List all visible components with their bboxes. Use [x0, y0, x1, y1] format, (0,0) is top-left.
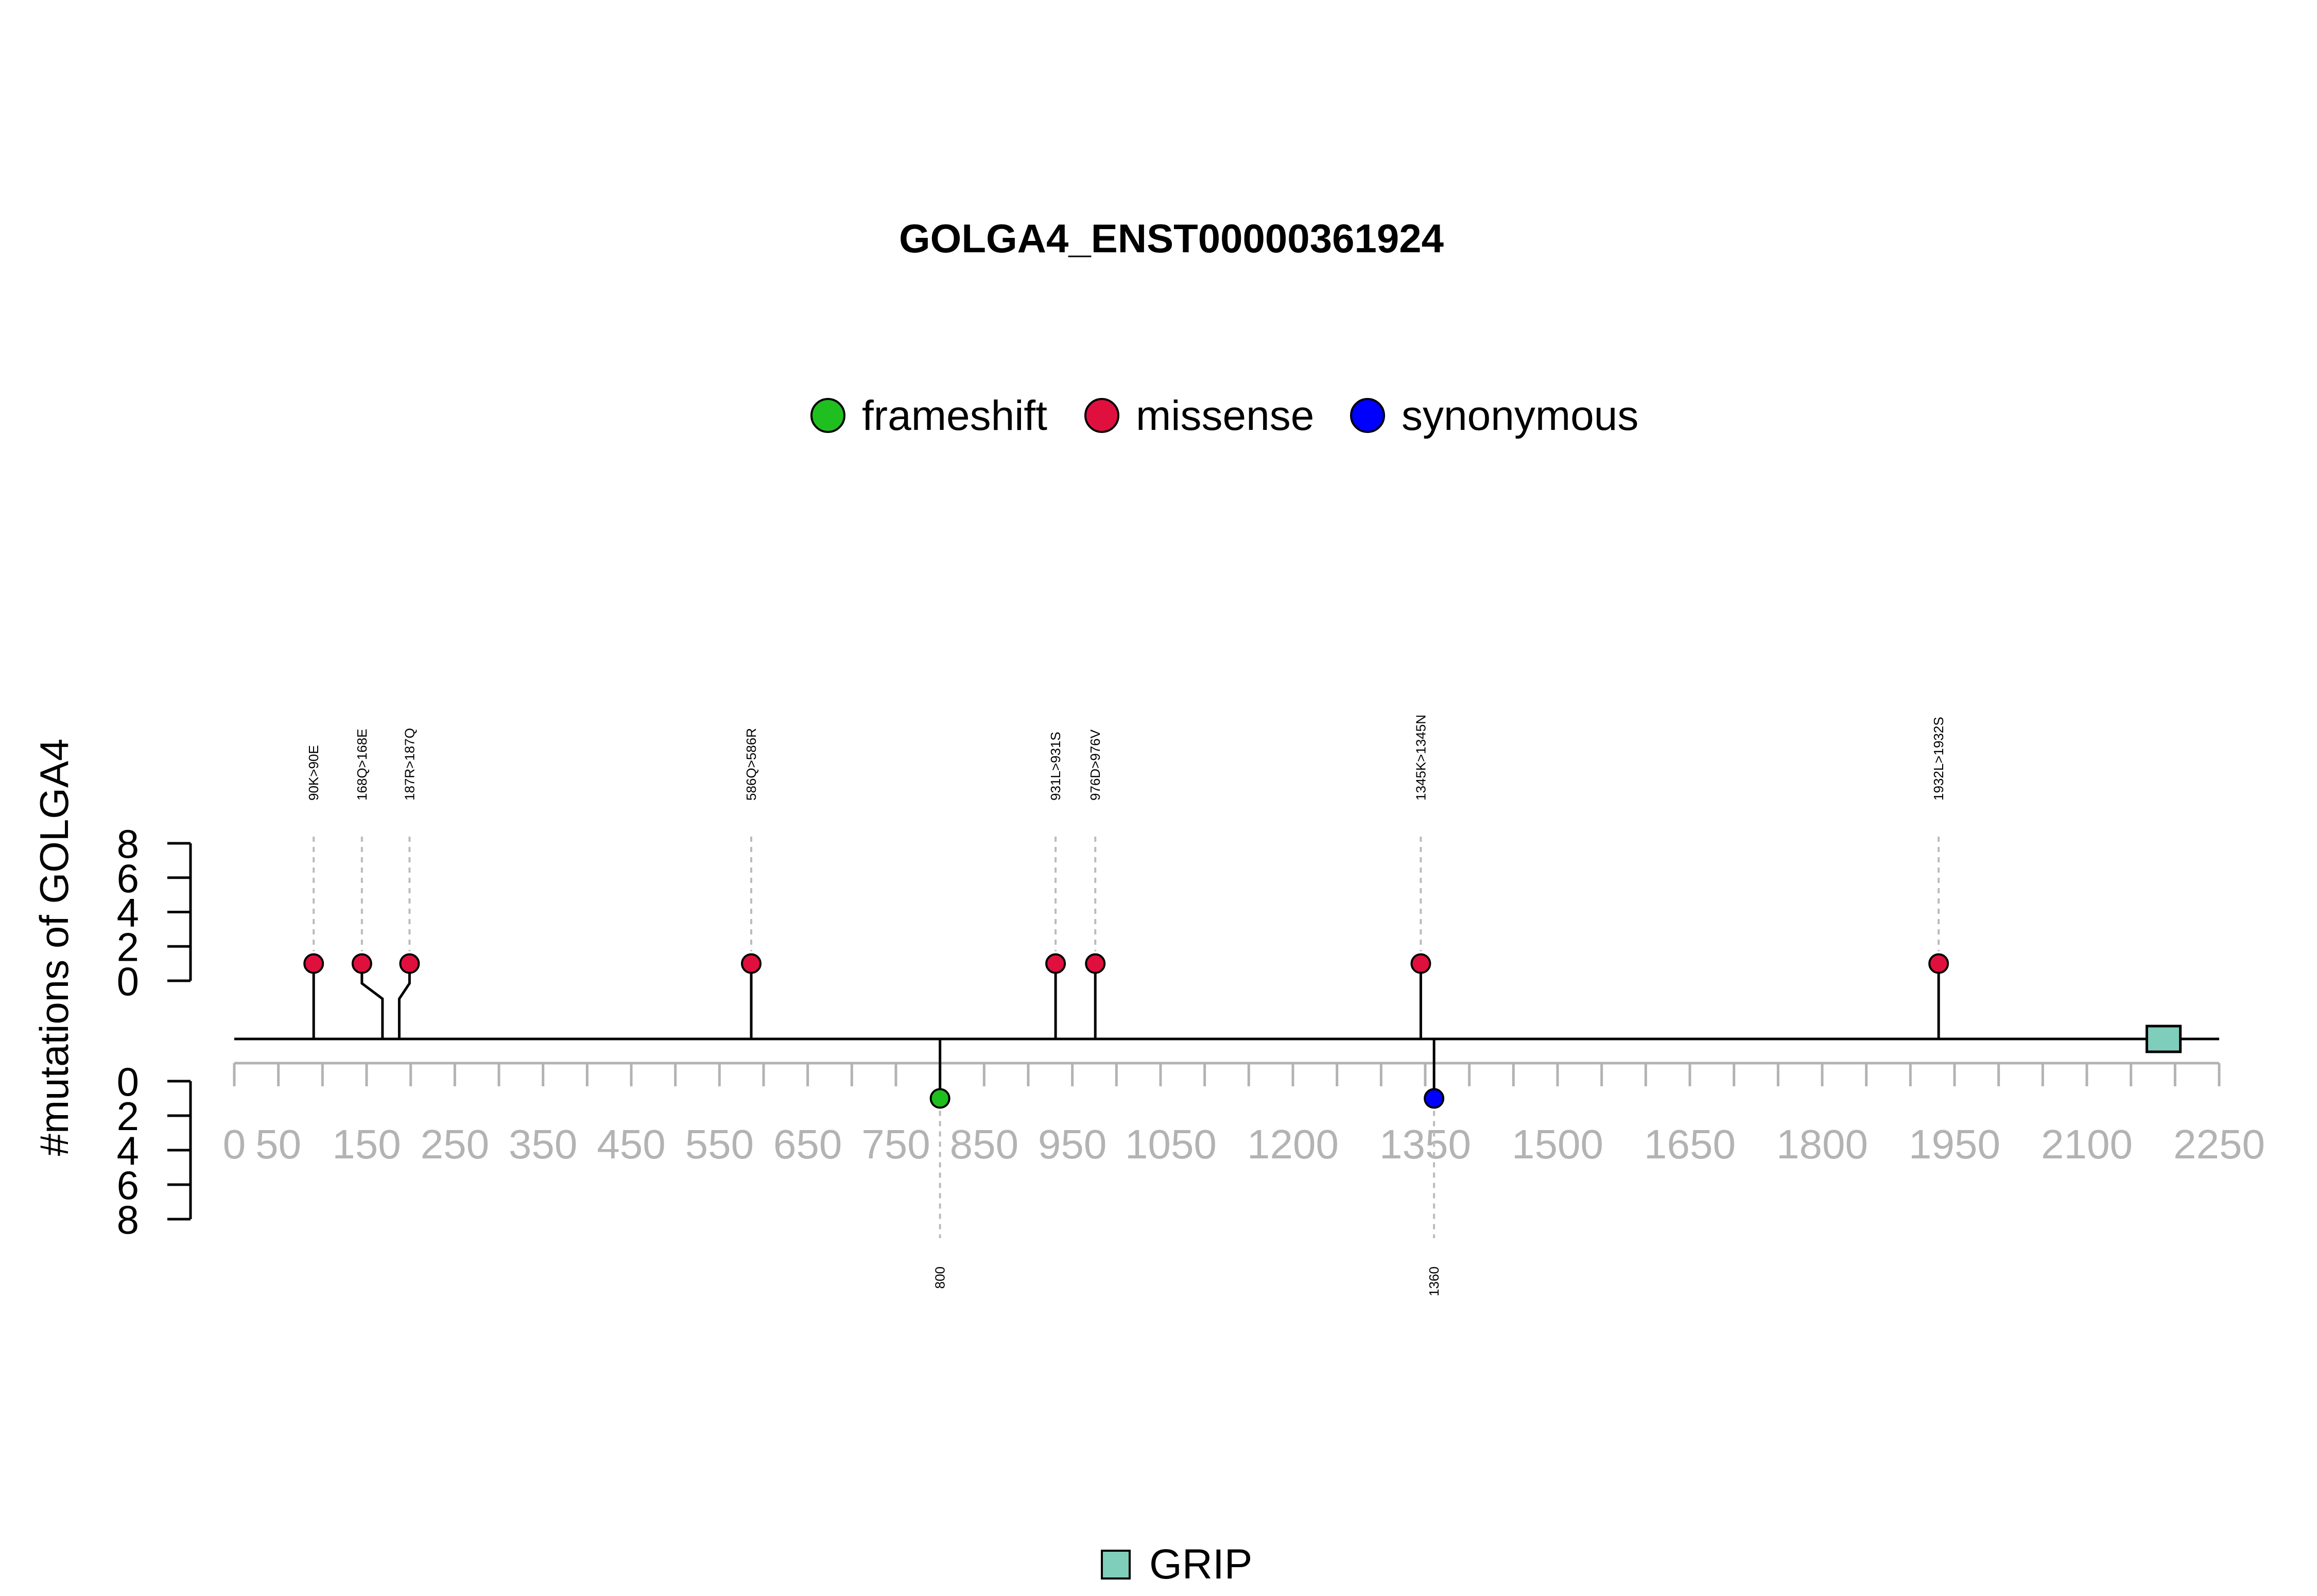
- mutation-label: 586Q>586R: [743, 728, 759, 801]
- lollipop-head-frameshift: [929, 1088, 950, 1109]
- x-tick-label: 550: [685, 1121, 754, 1167]
- x-tick-label: 250: [421, 1121, 489, 1167]
- mutation-label: 976D>976V: [1087, 729, 1103, 801]
- lollipop-head-synonymous: [1424, 1088, 1445, 1109]
- mutation-label: 1932L>1932S: [1931, 717, 1946, 801]
- x-tick-label: 2250: [2173, 1121, 2265, 1167]
- y-tick-label-bottom: 0: [117, 1059, 139, 1104]
- mutation-1360: 1360: [1424, 1039, 1445, 1296]
- y-tick-label-bottom: 8: [117, 1197, 139, 1242]
- x-tick-label: 650: [773, 1121, 842, 1167]
- x-tick-label: 50: [255, 1121, 301, 1167]
- y-tick-label-top: 2: [117, 924, 139, 969]
- x-tick-label: 0: [223, 1121, 246, 1167]
- mutation-168Q>168E: 168Q>168E: [351, 728, 384, 1039]
- y-tick-label-bottom: 6: [117, 1163, 139, 1208]
- mutation-label: 90K>90E: [306, 745, 321, 801]
- x-tick-label: 750: [861, 1121, 930, 1167]
- mutation-800: 800: [929, 1039, 950, 1289]
- y-tick-label-bottom: 4: [117, 1128, 139, 1173]
- x-tick-label: 1050: [1125, 1121, 1217, 1167]
- domain-GRIP: [2146, 1025, 2182, 1053]
- mutation-lollipops: 90K>90E 168Q>168E 187R>187Q 586Q>586R 931L>9…: [303, 715, 1949, 1296]
- x-tick-label: 150: [332, 1121, 401, 1167]
- x-tick-label: 1200: [1247, 1121, 1339, 1167]
- x-tick-label: 1500: [1512, 1121, 1603, 1167]
- domain-legend-label: GRIP: [1149, 1541, 1252, 1588]
- mutation-label: 931L>931S: [1048, 732, 1063, 801]
- x-tick-label: 2100: [2041, 1121, 2133, 1167]
- legend-label-frameshift: frameshift: [862, 392, 1047, 439]
- mutation-931L>931S: 931L>931S: [1045, 732, 1066, 1039]
- y-tick-label-top: 8: [117, 821, 139, 866]
- lollipop-stem: [397, 963, 411, 1039]
- lollipop-head-missense: [399, 953, 420, 974]
- lollipop-head-missense: [741, 953, 762, 974]
- legend-label-synonymous: synonymous: [1402, 392, 1638, 439]
- x-tick-label: 450: [597, 1121, 665, 1167]
- mutation-legend: frameshift missense synonymous: [810, 392, 1638, 439]
- mutation-label: 187R>187Q: [402, 728, 417, 801]
- mutation-label: 1360: [1426, 1267, 1442, 1296]
- lollipop-head-missense: [303, 953, 324, 974]
- y-tick-label-top: 6: [117, 856, 139, 901]
- y-tick-label-bottom: 2: [117, 1094, 139, 1139]
- x-tick-label: 1950: [1909, 1121, 2000, 1167]
- legend-marker-frameshift: [810, 398, 845, 433]
- mutation-label: 168Q>168E: [354, 728, 370, 801]
- x-tick-label: 350: [509, 1121, 577, 1167]
- lollipop-head-missense: [1410, 953, 1431, 974]
- protein-domains: [2146, 1025, 2182, 1053]
- mutation-586Q>586R: 586Q>586R: [741, 728, 762, 1039]
- lollipop-head-missense: [351, 953, 372, 974]
- x-tick-label: 1350: [1379, 1121, 1471, 1167]
- legend-marker-missense: [1084, 398, 1119, 433]
- lollipop-stem: [360, 963, 384, 1039]
- y-axis-label: #mutations of GOLGA4: [31, 739, 77, 1156]
- x-tick-label: 1650: [1644, 1121, 1736, 1167]
- chart-title: GOLGA4_ENST00000361924: [899, 216, 1444, 261]
- legend-label-missense: missense: [1136, 392, 1314, 439]
- x-tick-label: 1800: [1776, 1121, 1868, 1167]
- mutation-1345K>1345N: 1345K>1345N: [1410, 715, 1431, 1039]
- mutation-label: 800: [932, 1267, 948, 1289]
- mutation-label: 1345K>1345N: [1413, 715, 1428, 801]
- lollipop-head-missense: [1085, 953, 1106, 974]
- domain-legend-swatch: [1101, 1550, 1131, 1580]
- domain-legend: GRIP: [1101, 1541, 1252, 1588]
- lollipop-head-missense: [1045, 953, 1066, 974]
- mutation-976D>976V: 976D>976V: [1085, 729, 1106, 1039]
- mutation-1932L>1932S: 1932L>1932S: [1928, 717, 1949, 1039]
- x-tick-label: 850: [950, 1121, 1018, 1167]
- y-tick-label-top: 4: [117, 890, 139, 935]
- x-axis: 0 50 150 250 350 450 550 650 750 850 950 1050 1200 13…: [223, 1062, 2265, 1167]
- legend-marker-synonymous: [1350, 398, 1385, 433]
- mutation-90K>90E: 90K>90E: [303, 745, 324, 1039]
- lollipop-head-missense: [1928, 953, 1949, 974]
- mutation-187R>187Q: 187R>187Q: [397, 728, 420, 1039]
- x-tick-label: 950: [1038, 1121, 1106, 1167]
- y-tick-label-top: 0: [117, 959, 139, 1004]
